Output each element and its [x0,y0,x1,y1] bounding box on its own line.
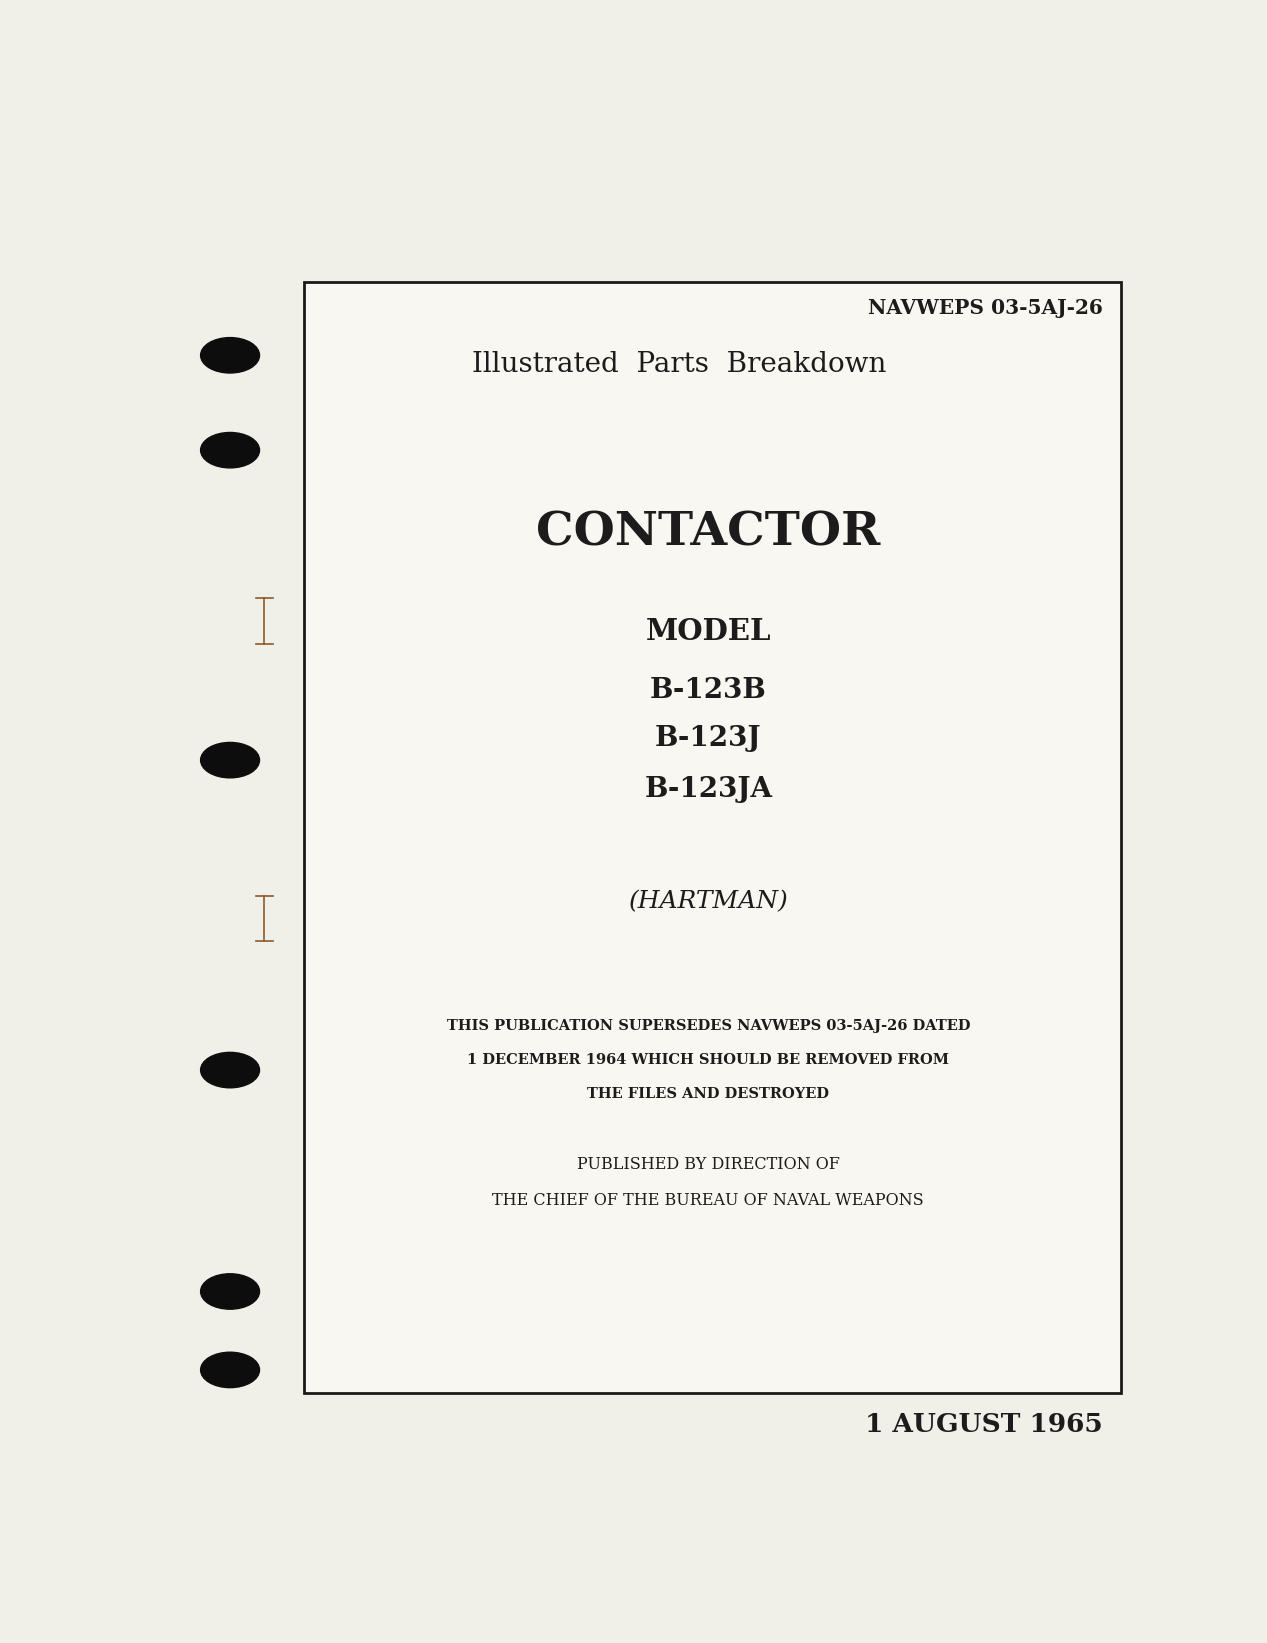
Text: CONTACTOR: CONTACTOR [536,509,881,555]
Text: PUBLISHED BY DIRECTION OF: PUBLISHED BY DIRECTION OF [576,1157,840,1173]
Text: THE CHIEF OF THE BUREAU OF NAVAL WEAPONS: THE CHIEF OF THE BUREAU OF NAVAL WEAPONS [493,1191,924,1209]
Ellipse shape [200,1352,260,1388]
Text: 1 AUGUST 1965: 1 AUGUST 1965 [865,1411,1104,1438]
Text: B-123B: B-123B [650,677,767,705]
Bar [304,283,1120,1393]
Ellipse shape [200,432,260,468]
Text: Illustrated  Parts  Breakdown: Illustrated Parts Breakdown [471,350,886,378]
Text: THIS PUBLICATION SUPERSEDES NAVWEPS 03-5AJ-26 DATED: THIS PUBLICATION SUPERSEDES NAVWEPS 03-5… [446,1019,971,1033]
Ellipse shape [200,337,260,373]
Text: B-123J: B-123J [655,725,761,752]
Text: (HARTMAN): (HARTMAN) [628,891,788,914]
Text: 1 DECEMBER 1964 WHICH SHOULD BE REMOVED FROM: 1 DECEMBER 1964 WHICH SHOULD BE REMOVED … [468,1053,949,1066]
Text: MODEL: MODEL [645,616,772,646]
Text: THE FILES AND DESTROYED: THE FILES AND DESTROYED [587,1088,830,1101]
Ellipse shape [200,1053,260,1088]
Ellipse shape [200,1273,260,1309]
Ellipse shape [200,743,260,777]
Text: B-123JA: B-123JA [644,775,773,803]
Text: NAVWEPS 03-5AJ-26: NAVWEPS 03-5AJ-26 [868,299,1104,319]
Bar [304,283,1120,1393]
